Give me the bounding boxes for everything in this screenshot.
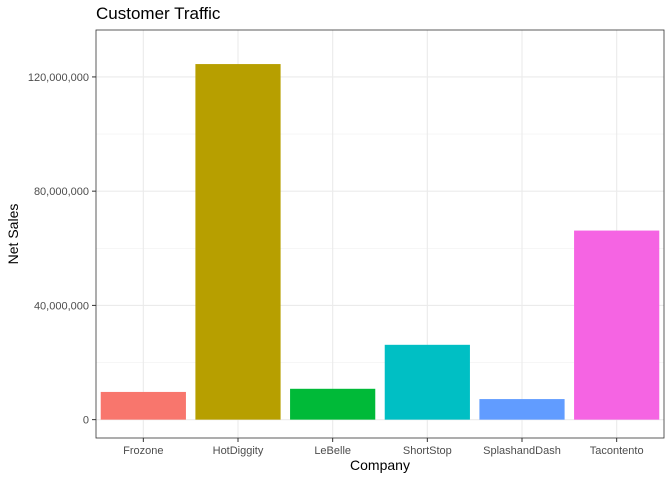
x-tick-label: Tacontento bbox=[590, 445, 644, 457]
minor-gridlines bbox=[96, 133, 664, 363]
x-tick-label: LeBelle bbox=[314, 445, 351, 457]
panel-border bbox=[95, 29, 665, 439]
y-axis-title: Net Sales bbox=[5, 204, 21, 265]
x-tick-label: Frozone bbox=[123, 445, 163, 457]
bar-shortstop bbox=[384, 344, 470, 420]
chart-title: Customer Traffic bbox=[96, 4, 221, 23]
bars bbox=[100, 64, 660, 420]
x-tick-label: ShortStop bbox=[403, 445, 452, 457]
bar-lebelle bbox=[290, 388, 376, 420]
bar-splashanddash bbox=[479, 399, 565, 420]
bar-tacontento bbox=[574, 230, 660, 420]
bar-hotdiggity bbox=[195, 64, 281, 420]
y-tick-label: 120,000,000 bbox=[28, 72, 89, 84]
bar-frozone bbox=[100, 391, 186, 420]
x-tick-label: HotDiggity bbox=[213, 445, 264, 457]
x-axis-title: Company bbox=[350, 457, 410, 473]
y-tick-label: 0 bbox=[83, 415, 89, 427]
y-tick-label: 40,000,000 bbox=[34, 300, 89, 312]
y-tick-label: 80,000,000 bbox=[34, 186, 89, 198]
y-axis: 0 40,000,000 80,000,000 120,000,000 bbox=[28, 72, 96, 427]
x-tick-label: SplashandDash bbox=[483, 445, 561, 457]
x-axis: Frozone HotDiggity LeBelle ShortStop Splasha… bbox=[123, 438, 644, 457]
